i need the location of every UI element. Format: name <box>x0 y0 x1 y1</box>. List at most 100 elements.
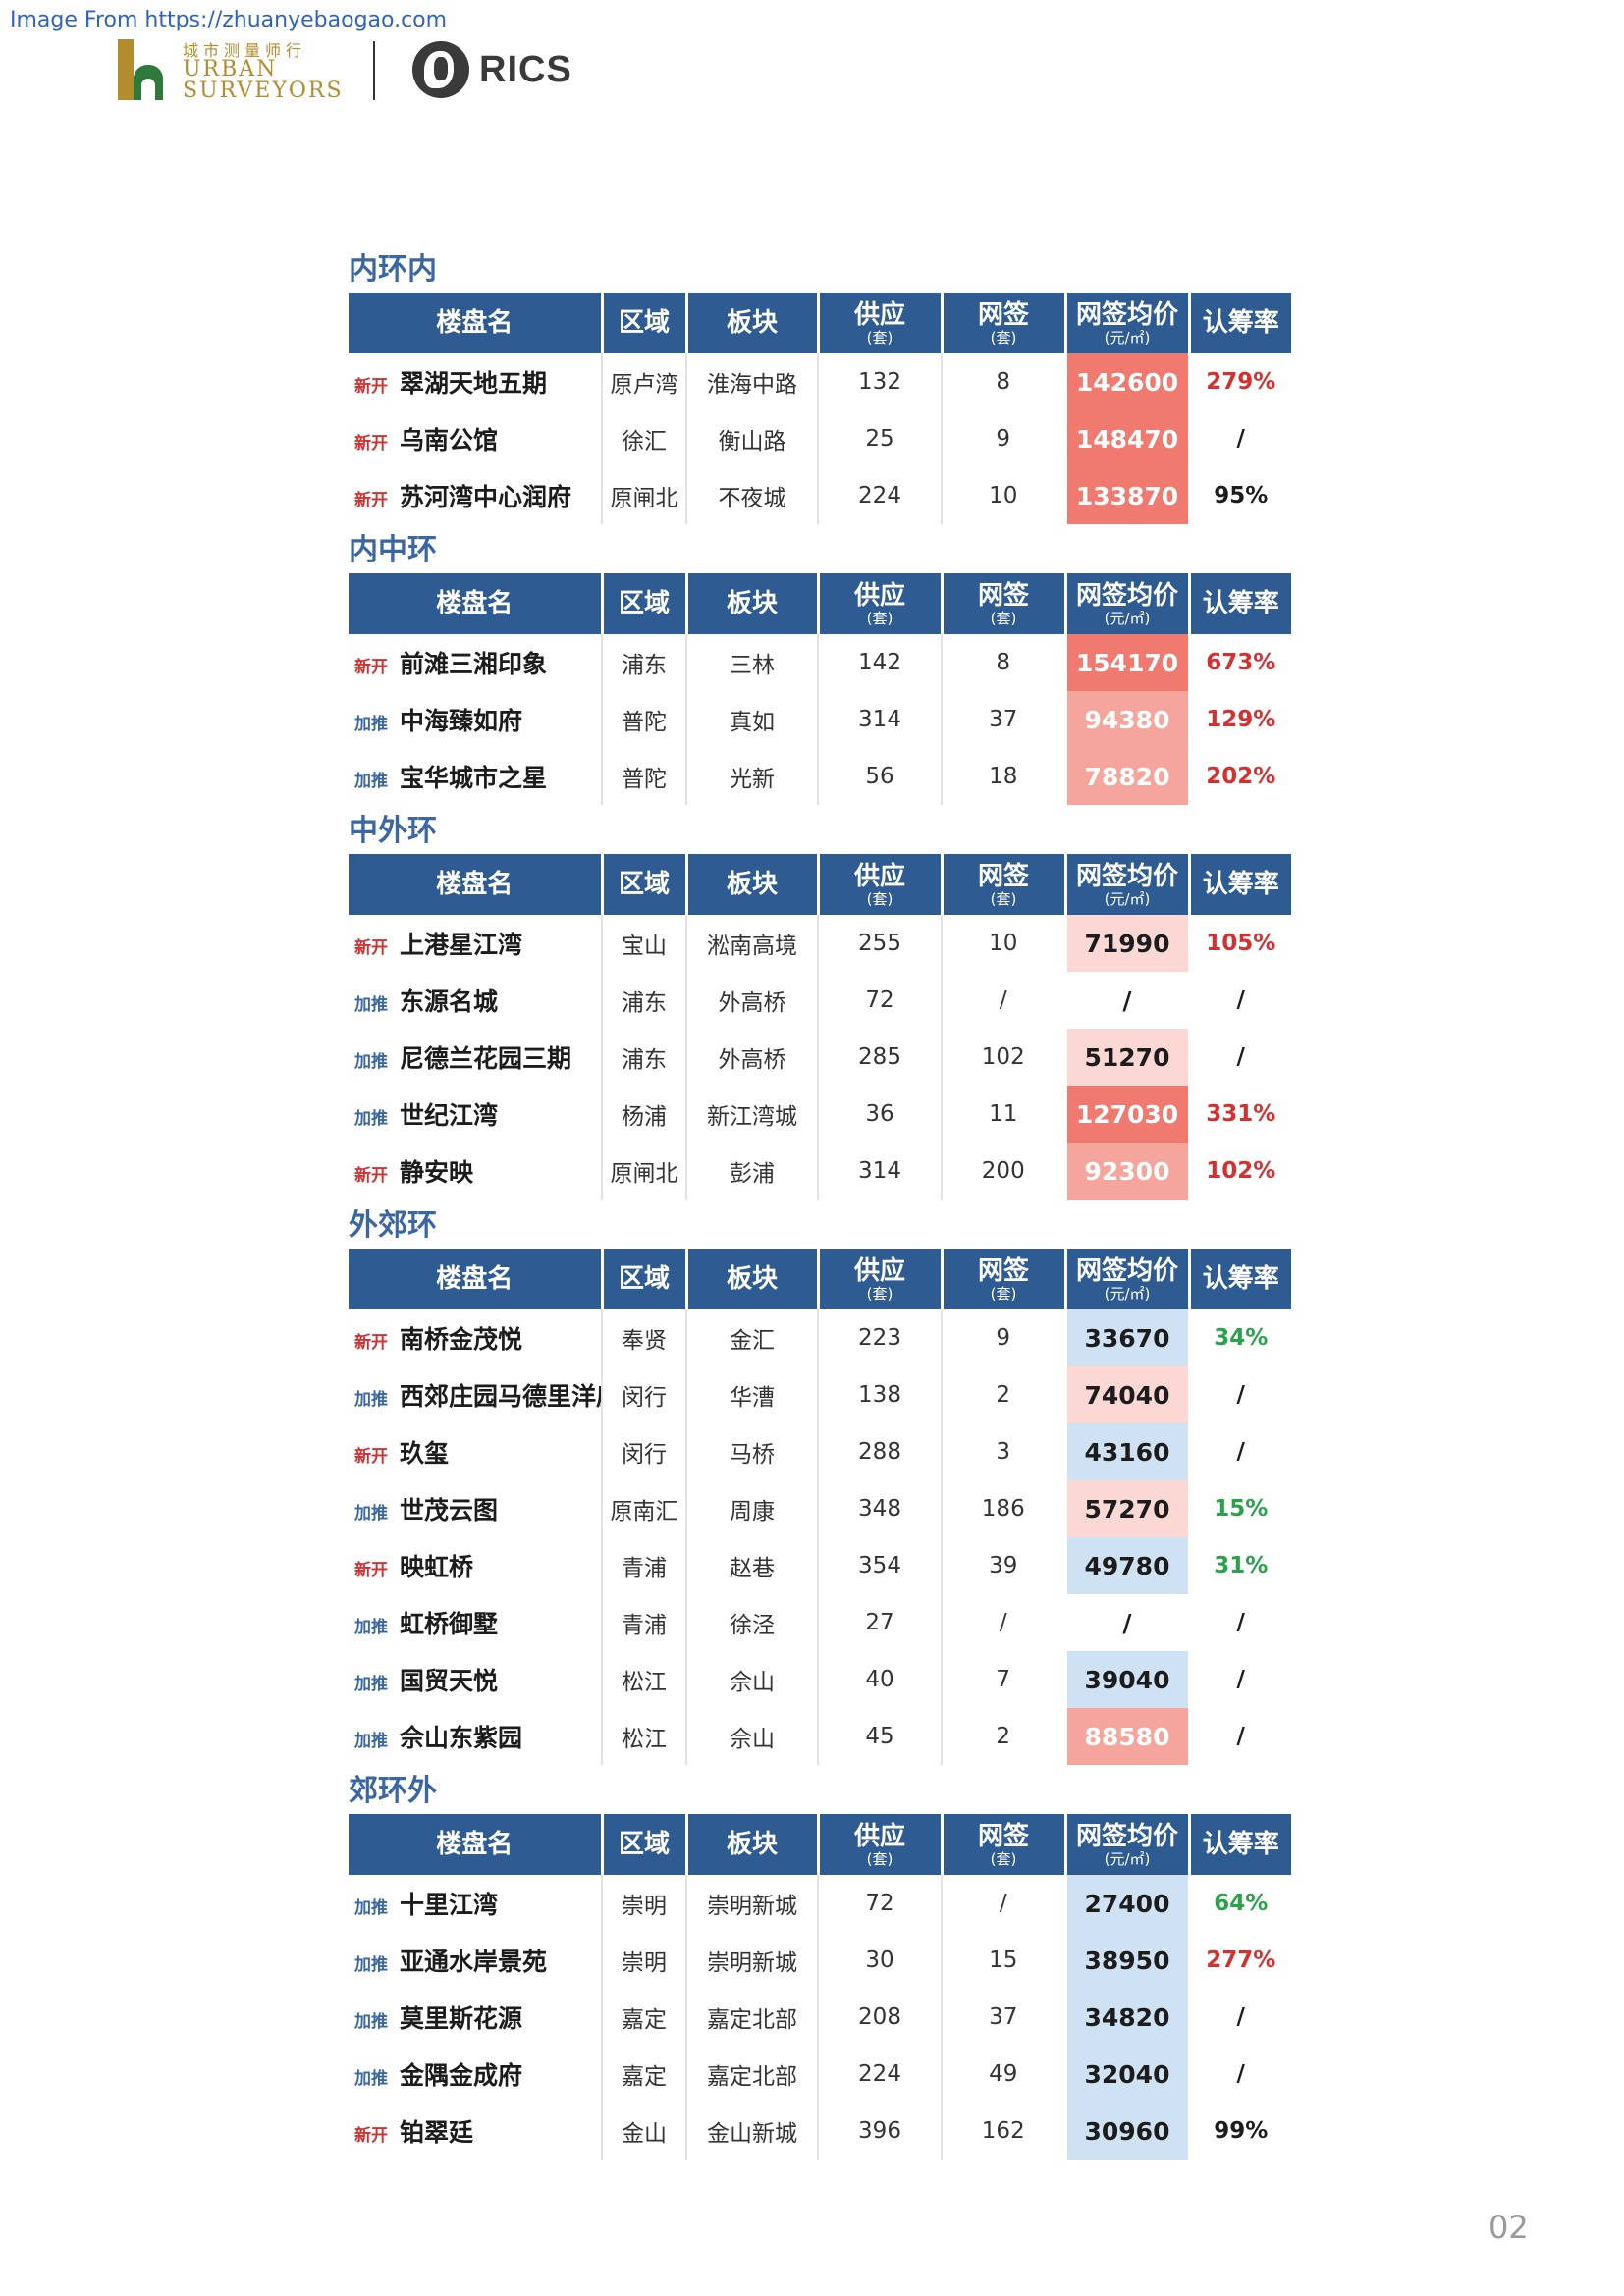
subscription-rate-cell: / <box>1187 1708 1291 1765</box>
table-row: 加推 中海臻如府 普陀 真如 314 37 94380 129% <box>349 691 1291 748</box>
header-sign-unit: (套) <box>990 890 1017 908</box>
avg-price-cell: 142600 <box>1063 353 1189 410</box>
subscription-rate-cell: 95% <box>1187 467 1291 524</box>
header-name-label: 楼盘名 <box>436 1830 514 1859</box>
area-cell: 青浦 <box>601 1594 686 1651</box>
header-block: 板块 <box>684 293 818 353</box>
supply-cell: 45 <box>817 1708 942 1765</box>
header-price: 网签均价 (元/㎡) <box>1063 854 1189 915</box>
section-title: 郊环外 <box>349 1774 437 1808</box>
status-badge: 加推 <box>354 1618 388 1637</box>
area-cell: 原南汇 <box>601 1480 686 1537</box>
logo-chinese-text: 城市测量师行 <box>183 41 307 60</box>
status-badge: 新开 <box>354 658 388 677</box>
header-name: 楼盘名 <box>349 1249 602 1309</box>
header-name: 楼盘名 <box>349 1814 602 1875</box>
project-table: 楼盘名 区域 板块 供应 (套) 网签 (套) 网签均价 (元/㎡) 认筹率 新开 翠湖天地五期 原卢湾… <box>349 293 1291 524</box>
project-name-cell: 加推 金隅金成府 <box>349 2046 602 2103</box>
header-sign: 网签 (套) <box>940 1249 1065 1309</box>
avg-price-cell: 32040 <box>1063 2046 1189 2103</box>
table-row: 新开 玖玺 闵行 马桥 288 3 43160/ <box>349 1423 1291 1480</box>
status-badge: 加推 <box>354 1052 388 1072</box>
project-name: 南桥金茂悦 <box>400 1325 523 1354</box>
table-row: 新开 映虹桥 青浦 赵巷 354 39 49780 31% <box>349 1537 1291 1594</box>
area-cell: 闵行 <box>601 1423 686 1480</box>
subscription-rate-cell: 102% <box>1187 1143 1291 1200</box>
supply-cell: 314 <box>817 691 942 748</box>
avg-price-cell: 94380 <box>1063 691 1189 748</box>
supply-cell: 72 <box>817 1875 942 1932</box>
sign-cell: 18 <box>941 748 1065 805</box>
subscription-rate-cell: 129% <box>1187 691 1291 748</box>
header-rate: 认筹率 <box>1187 1814 1291 1875</box>
status-badge: 新开 <box>354 1561 388 1580</box>
project-name-cell: 新开 南桥金茂悦 <box>349 1309 602 1366</box>
project-name: 亚通水岸景苑 <box>400 1948 548 1976</box>
table-row: 新开 苏河湾中心润府 原闸北 不夜城 224 10 133870 95% <box>349 467 1291 524</box>
avg-price-cell: 38950 <box>1063 1932 1189 1989</box>
header-rate: 认筹率 <box>1187 293 1291 353</box>
project-name-cell: 新开 铂翠廷 <box>349 2103 602 2160</box>
area-cell: 闵行 <box>601 1366 686 1423</box>
header-rate-label: 认筹率 <box>1202 308 1279 338</box>
project-name: 莫里斯花源 <box>400 2004 523 2033</box>
avg-price-cell: 49780 <box>1063 1537 1189 1594</box>
header-supply-unit: (套) <box>866 329 893 347</box>
supply-cell: 288 <box>817 1423 942 1480</box>
project-name: 虹桥御墅 <box>400 1610 499 1638</box>
status-badge: 加推 <box>354 1504 388 1523</box>
avg-price-cell: 33670 <box>1063 1309 1189 1366</box>
status-badge: 加推 <box>354 2012 388 2032</box>
header-supply: 供应 (套) <box>816 1249 942 1309</box>
status-badge: 加推 <box>354 715 388 734</box>
project-name: 尼德兰花园三期 <box>400 1044 572 1073</box>
header-sign-label: 网签 <box>977 862 1029 891</box>
status-badge: 加推 <box>354 1732 388 1751</box>
status-badge: 加推 <box>354 995 388 1015</box>
supply-cell: 142 <box>817 634 942 691</box>
subscription-rate-cell: / <box>1187 972 1291 1029</box>
header-supply-unit: (套) <box>866 610 893 627</box>
header-name: 楼盘名 <box>349 293 602 353</box>
project-name: 世纪江湾 <box>400 1101 499 1130</box>
project-name: 佘山东紫园 <box>400 1724 523 1752</box>
project-name-cell: 新开 翠湖天地五期 <box>349 353 602 410</box>
header-supply: 供应 (套) <box>816 1814 942 1875</box>
avg-price-cell: 74040 <box>1063 1366 1189 1423</box>
sign-cell: 10 <box>941 915 1065 972</box>
sign-cell: 37 <box>941 691 1065 748</box>
header-supply-unit: (套) <box>866 1285 893 1303</box>
header-rate-label: 认筹率 <box>1202 1264 1279 1294</box>
project-name-cell: 加推 国贸天悦 <box>349 1651 602 1708</box>
header-sign: 网签 (套) <box>940 854 1065 915</box>
block-cell: 嘉定北部 <box>685 2046 818 2103</box>
header-sign-unit: (套) <box>990 1850 1017 1868</box>
logo-english-line1: URBAN <box>183 57 278 81</box>
header-sign-unit: (套) <box>990 329 1017 347</box>
subscription-rate-cell: 202% <box>1187 748 1291 805</box>
project-name: 乌南公馆 <box>400 426 499 454</box>
avg-price-cell: 34820 <box>1063 1989 1189 2046</box>
area-cell: 原卢湾 <box>601 353 686 410</box>
subscription-rate-cell: / <box>1187 1029 1291 1086</box>
project-table: 楼盘名 区域 板块 供应 (套) 网签 (套) 网签均价 (元/㎡) 认筹率 加推 十里江湾 崇明 崇明新… <box>349 1814 1291 2160</box>
project-name-cell: 加推 尼德兰花园三期 <box>349 1029 602 1086</box>
header-area-label: 区域 <box>618 1830 670 1859</box>
area-cell: 松江 <box>601 1651 686 1708</box>
avg-price-cell: 127030 <box>1063 1086 1189 1143</box>
supply-cell: 132 <box>817 353 942 410</box>
status-badge: 加推 <box>354 1955 388 1975</box>
header-price-unit: (元/㎡) <box>1104 610 1151 627</box>
subscription-rate-cell: 15% <box>1187 1480 1291 1537</box>
header-price-label: 网签均价 <box>1075 1822 1178 1851</box>
subscription-rate-cell: 331% <box>1187 1086 1291 1143</box>
header-rate: 认筹率 <box>1187 573 1291 634</box>
header-block: 板块 <box>684 1249 818 1309</box>
table-row: 加推 莫里斯花源 嘉定 嘉定北部 208 37 34820/ <box>349 1989 1291 2046</box>
header-sign: 网签 (套) <box>940 1814 1065 1875</box>
area-cell: 杨浦 <box>601 1086 686 1143</box>
status-badge: 新开 <box>354 1447 388 1467</box>
status-badge: 加推 <box>354 772 388 791</box>
header-area-label: 区域 <box>618 589 670 618</box>
project-name: 西郊庄园马德里洋房 <box>400 1382 602 1411</box>
